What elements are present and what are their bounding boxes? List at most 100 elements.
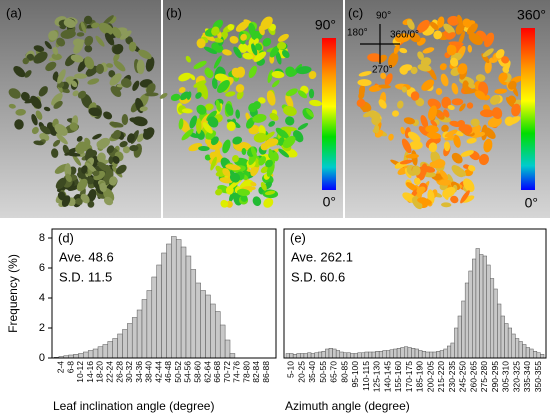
leaf bbox=[268, 148, 276, 165]
bar bbox=[414, 348, 419, 359]
leaf bbox=[296, 66, 312, 75]
leaf bbox=[205, 130, 217, 140]
color-bar bbox=[521, 28, 535, 190]
leaf bbox=[392, 110, 399, 117]
bar bbox=[314, 352, 319, 359]
bar bbox=[504, 323, 509, 359]
bar bbox=[429, 351, 434, 359]
leaf bbox=[250, 181, 257, 187]
leaf bbox=[55, 133, 68, 145]
x-tick-label: 34-36 bbox=[134, 361, 144, 383]
leaf bbox=[214, 73, 229, 82]
leaf bbox=[24, 70, 32, 78]
x-tick-label: 125-130 bbox=[372, 361, 382, 392]
bar bbox=[525, 347, 530, 359]
x-tick-label: 335-340 bbox=[522, 361, 532, 392]
leaf bbox=[260, 182, 267, 191]
leaf bbox=[204, 103, 214, 111]
bar bbox=[540, 354, 545, 359]
leaf bbox=[308, 88, 315, 99]
leaf bbox=[422, 47, 435, 54]
leaf bbox=[106, 145, 115, 154]
leaf bbox=[253, 51, 267, 62]
leaf bbox=[103, 196, 114, 206]
panel-label: (a) bbox=[6, 5, 22, 20]
leaf bbox=[178, 118, 184, 130]
leaf bbox=[92, 133, 102, 140]
bar bbox=[307, 352, 312, 359]
leaf bbox=[438, 179, 452, 186]
leaf bbox=[136, 133, 145, 143]
leaf bbox=[484, 60, 492, 74]
compass-label: 90° bbox=[376, 11, 391, 22]
leaf bbox=[122, 146, 131, 154]
x-axis-title: Leaf inclination angle (degree) bbox=[53, 399, 214, 413]
leaf bbox=[106, 63, 114, 68]
leaf bbox=[235, 84, 245, 93]
leaf bbox=[233, 46, 242, 59]
leaf bbox=[393, 44, 400, 54]
leaf bbox=[75, 143, 86, 155]
bar bbox=[92, 348, 99, 359]
leaf bbox=[96, 152, 106, 163]
leaf bbox=[498, 72, 508, 82]
leaf bbox=[356, 98, 366, 108]
leaf bbox=[112, 155, 120, 164]
x-tick-label: 46-48 bbox=[163, 361, 173, 383]
bar bbox=[375, 351, 380, 359]
leaf bbox=[504, 116, 514, 126]
x-tick-label: 78-80 bbox=[241, 361, 251, 383]
bar bbox=[493, 288, 498, 359]
leaf bbox=[198, 145, 210, 152]
leaf bbox=[33, 45, 45, 52]
bar bbox=[328, 348, 333, 359]
leaf bbox=[109, 73, 122, 86]
leaf bbox=[240, 33, 247, 41]
y-tick-label: 6 bbox=[39, 262, 45, 274]
leaf bbox=[88, 107, 102, 117]
leaf bbox=[468, 83, 476, 89]
compass-label: 270° bbox=[372, 65, 393, 76]
leaf bbox=[76, 178, 88, 192]
leaf bbox=[453, 134, 461, 148]
bar bbox=[292, 354, 297, 359]
leaf bbox=[189, 115, 198, 129]
leaf bbox=[362, 104, 369, 113]
x-axis-title: Azimuth angle (degree) bbox=[285, 399, 410, 413]
leaf bbox=[468, 32, 483, 46]
bar bbox=[166, 243, 172, 359]
leaf bbox=[495, 49, 505, 59]
leaf bbox=[228, 192, 235, 202]
leaf bbox=[103, 111, 113, 120]
leaf bbox=[84, 137, 91, 146]
leaf bbox=[417, 63, 432, 72]
leaf bbox=[8, 103, 16, 109]
leaf bbox=[195, 92, 202, 99]
leaf bbox=[285, 94, 294, 109]
leaf bbox=[248, 65, 257, 79]
leaf bbox=[246, 117, 255, 129]
leaf bbox=[65, 173, 72, 183]
leaf bbox=[215, 188, 223, 196]
leaf bbox=[405, 182, 418, 192]
bar bbox=[303, 353, 308, 359]
x-tick-label: 22-24 bbox=[104, 361, 114, 383]
leaf bbox=[275, 127, 289, 139]
bar bbox=[522, 344, 527, 359]
bar bbox=[464, 282, 469, 359]
leaf bbox=[235, 21, 249, 32]
leaf bbox=[181, 108, 193, 114]
leaf bbox=[136, 59, 145, 75]
colorbar-max: 90° bbox=[315, 17, 336, 33]
leaf bbox=[444, 135, 455, 141]
leaf bbox=[403, 117, 416, 125]
leaf bbox=[400, 126, 406, 135]
x-tick-label: 74-76 bbox=[232, 361, 242, 383]
bar bbox=[353, 353, 358, 359]
leaf bbox=[225, 103, 234, 116]
bar bbox=[112, 338, 118, 359]
leaf bbox=[193, 80, 207, 88]
leaf bbox=[61, 195, 71, 207]
bar bbox=[296, 353, 301, 359]
leaf bbox=[420, 114, 429, 129]
